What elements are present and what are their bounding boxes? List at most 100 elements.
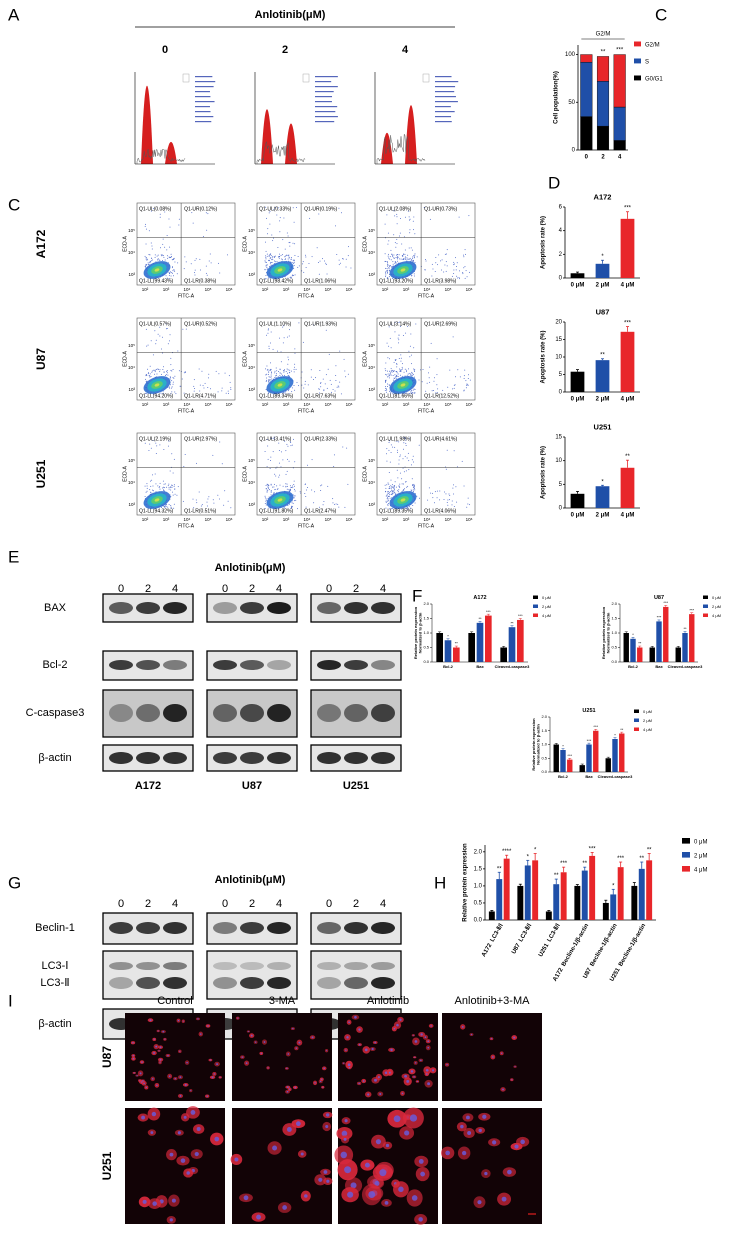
x-tick-label: 10² xyxy=(382,402,389,407)
event xyxy=(395,261,397,263)
event xyxy=(160,254,162,256)
event xyxy=(272,348,274,350)
event xyxy=(388,377,390,379)
event xyxy=(336,254,338,256)
event xyxy=(145,243,147,245)
x-tick-label: 10⁴ xyxy=(304,517,311,522)
row-label: A172 xyxy=(34,229,48,258)
event xyxy=(414,391,416,393)
event xyxy=(333,454,335,456)
event xyxy=(173,377,175,379)
event xyxy=(405,439,407,441)
event xyxy=(265,206,267,208)
event xyxy=(170,393,172,395)
event xyxy=(391,266,393,268)
event xyxy=(168,271,170,273)
event xyxy=(193,379,195,381)
event xyxy=(144,485,146,487)
nucleus xyxy=(214,1136,220,1142)
event xyxy=(398,491,400,493)
event xyxy=(286,483,288,485)
bar xyxy=(602,902,609,920)
nucleus xyxy=(364,1162,370,1168)
event xyxy=(390,508,392,510)
event xyxy=(311,256,313,258)
event xyxy=(400,258,402,260)
band xyxy=(163,660,187,670)
nucleus xyxy=(168,1075,171,1078)
event xyxy=(266,261,268,263)
event xyxy=(283,325,285,327)
event xyxy=(406,392,408,394)
event xyxy=(165,374,167,376)
nucleus xyxy=(141,1061,143,1063)
event xyxy=(167,374,169,376)
event xyxy=(294,243,296,245)
event xyxy=(387,497,389,499)
micrograph xyxy=(232,1013,332,1101)
event xyxy=(286,368,288,370)
event xyxy=(269,468,271,470)
event xyxy=(306,487,308,489)
event xyxy=(167,506,169,508)
event xyxy=(409,345,411,347)
event xyxy=(388,240,390,242)
band xyxy=(213,660,237,670)
chart-title: U87 xyxy=(654,595,664,601)
nucleus xyxy=(196,1127,201,1132)
bar xyxy=(574,885,581,920)
event xyxy=(390,370,392,372)
nucleus xyxy=(343,1137,347,1141)
event xyxy=(436,384,438,386)
event xyxy=(399,321,401,323)
event xyxy=(208,496,210,498)
event xyxy=(267,332,269,334)
event xyxy=(270,376,272,378)
event xyxy=(445,253,447,255)
event xyxy=(268,489,270,491)
event xyxy=(174,488,176,490)
event xyxy=(386,494,388,496)
event xyxy=(398,235,400,237)
x-tick-label: 10³ xyxy=(283,402,290,407)
x-tick-label-part: A172 xyxy=(552,966,565,982)
event xyxy=(221,387,223,389)
event xyxy=(456,262,458,264)
event xyxy=(167,485,169,487)
significance: ** xyxy=(601,49,606,55)
event xyxy=(270,331,272,333)
event xyxy=(463,254,465,256)
axis-label: FITC-A xyxy=(418,523,435,529)
x-tick-label: Cleaved-caspase3 xyxy=(495,664,530,669)
event xyxy=(172,270,174,272)
event xyxy=(466,506,468,508)
event xyxy=(154,256,156,258)
event xyxy=(279,369,281,371)
event xyxy=(270,255,272,257)
event xyxy=(342,446,344,448)
event xyxy=(287,235,289,237)
event xyxy=(464,369,466,371)
event xyxy=(430,492,432,494)
density xyxy=(400,498,406,502)
event xyxy=(338,264,340,266)
event xyxy=(387,482,389,484)
event xyxy=(178,218,180,220)
event xyxy=(390,368,392,370)
event xyxy=(322,378,324,380)
event xyxy=(270,371,272,373)
event xyxy=(426,382,428,384)
event xyxy=(404,249,406,251)
event xyxy=(264,261,266,263)
event xyxy=(150,447,152,449)
event xyxy=(286,488,288,490)
event xyxy=(389,461,391,463)
event xyxy=(387,492,389,494)
event xyxy=(386,261,388,263)
event xyxy=(335,225,337,227)
event xyxy=(295,368,297,370)
event xyxy=(307,384,309,386)
event xyxy=(294,490,296,492)
event xyxy=(194,272,196,274)
nucleus xyxy=(267,1067,269,1069)
